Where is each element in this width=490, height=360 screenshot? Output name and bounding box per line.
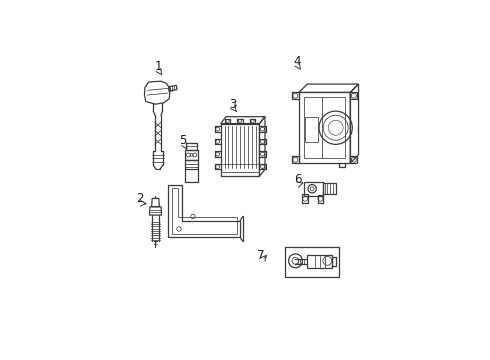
Text: 2: 2 [137, 192, 144, 205]
Text: 5: 5 [179, 134, 187, 147]
Text: 4: 4 [293, 55, 300, 68]
Text: 3: 3 [229, 98, 237, 111]
Text: 1: 1 [154, 60, 162, 73]
Text: 7: 7 [257, 249, 265, 262]
Text: 6: 6 [294, 172, 302, 185]
